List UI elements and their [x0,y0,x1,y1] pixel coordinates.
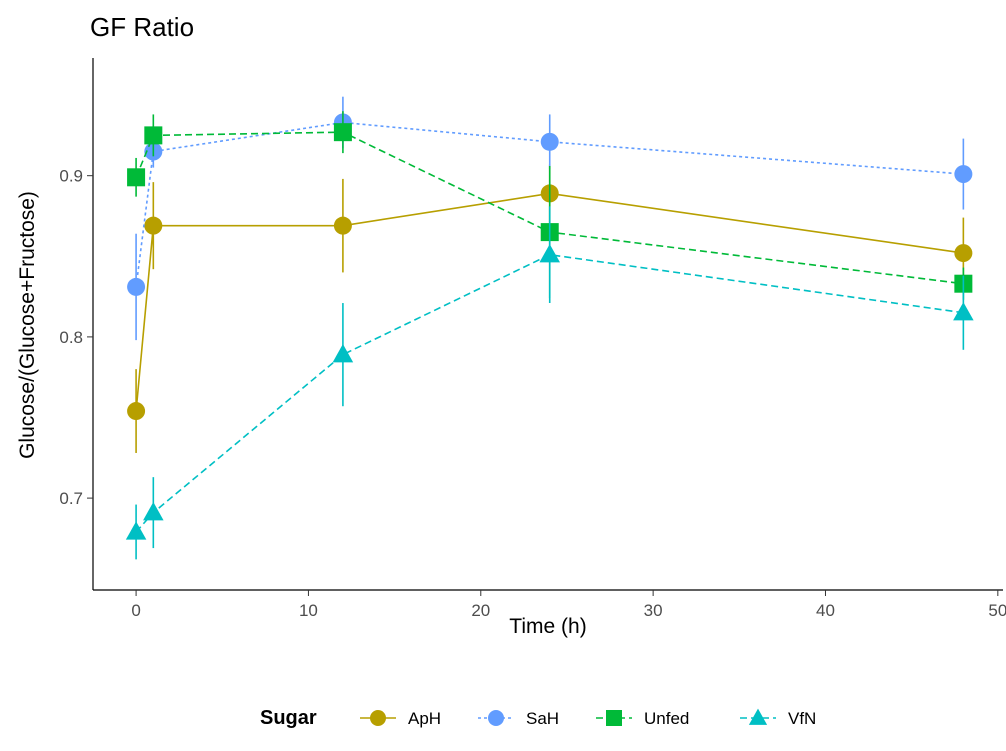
x-tick-label: 50 [988,601,1006,620]
data-point-vfn [143,502,164,521]
x-tick-label: 10 [299,601,318,620]
data-point-aph [954,244,973,263]
legend-label-unfed: Unfed [644,709,689,728]
data-point-aph [127,402,146,421]
data-point-sah [954,165,973,184]
data-point-unfed [127,168,146,187]
y-axis-ticks: 0.7 0.8 0.9 [59,167,93,508]
legend: Sugar ApH SaH Unfed VfN [260,707,816,729]
legend-title: Sugar [260,707,317,729]
data-point-aph [333,216,352,235]
x-tick-label: 30 [644,601,663,620]
data-point-aph [144,216,163,235]
series-layer [125,96,974,560]
x-tick-label: 40 [816,601,835,620]
y-axis-title: Glucose/(Glucose+Fructose) [16,191,39,459]
legend-label-vfn: VfN [788,709,816,728]
series-vfn [125,206,974,560]
x-tick-label: 0 [131,601,140,620]
y-tick-label: 0.9 [59,167,83,186]
y-tick-label: 0.7 [59,489,83,508]
x-tick-label: 20 [471,601,490,620]
legend-item-unfed: Unfed [596,709,689,728]
legend-label-sah: SaH [526,709,559,728]
data-point-unfed [144,126,163,145]
legend-key-vfn [748,708,768,725]
legend-item-sah: SaH [478,709,559,728]
legend-key-aph [370,710,386,726]
data-point-sah [540,132,559,151]
data-point-vfn [332,344,354,363]
x-axis-title: Time (h) [509,615,586,638]
y-tick-label: 0.8 [59,328,83,347]
legend-key-unfed [606,710,622,726]
data-point-vfn [125,521,147,540]
legend-item-vfn: VfN [740,708,816,728]
chart-title: GF Ratio [90,12,194,42]
legend-label-aph: ApH [408,709,441,728]
series-line-sah [135,121,964,288]
legend-item-aph: ApH [360,709,441,728]
data-point-unfed [333,123,352,142]
data-point-vfn [953,302,974,321]
legend-items: ApH SaH Unfed VfN [360,708,816,728]
legend-key-sah [488,710,504,726]
data-point-sah [127,277,146,296]
x-axis-ticks: 0 10 20 30 40 50 [131,590,1006,620]
data-point-vfn [539,244,560,263]
